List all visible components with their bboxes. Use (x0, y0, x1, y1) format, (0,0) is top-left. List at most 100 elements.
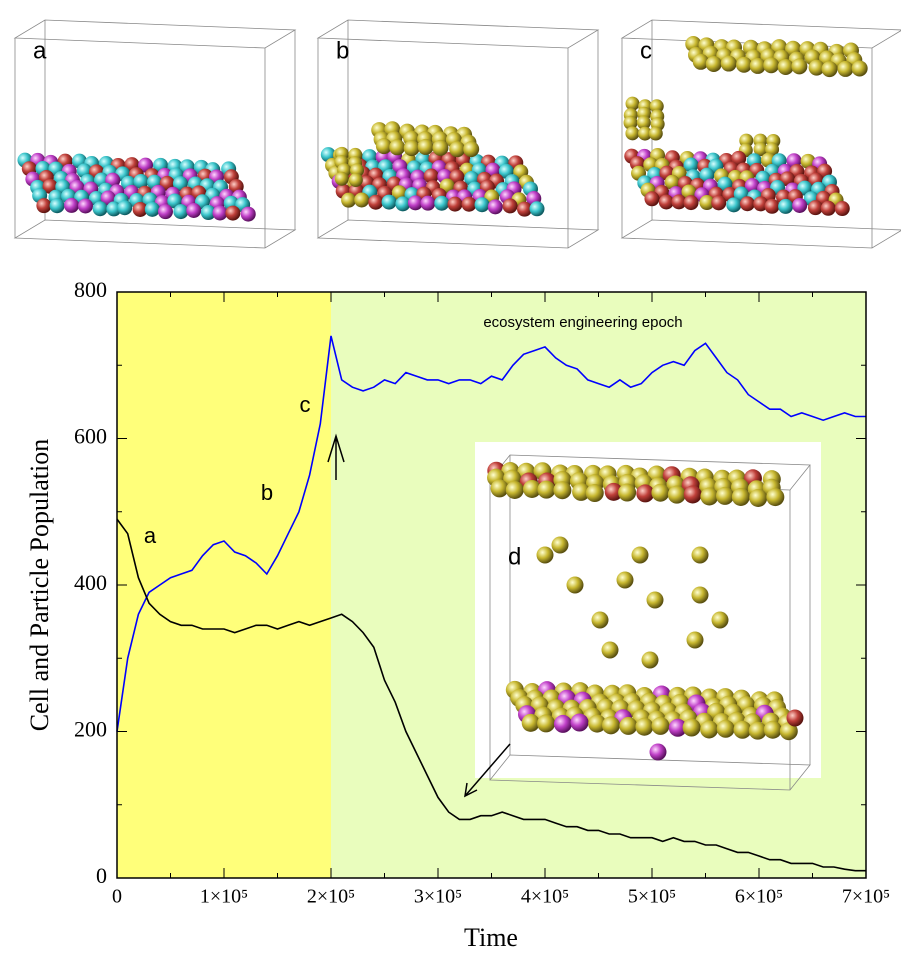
y-tick-label: 800 (74, 277, 107, 302)
sphere (736, 56, 753, 73)
annotation: c (300, 392, 311, 417)
sphere (807, 200, 823, 216)
sphere (521, 713, 540, 732)
sphere (753, 142, 768, 157)
sphere (625, 126, 640, 141)
sphere (711, 195, 727, 211)
sphere (731, 487, 750, 506)
sphere (536, 546, 554, 564)
sphere (637, 126, 652, 141)
sphere (212, 205, 228, 221)
panel-label: d (508, 543, 521, 570)
sphere (92, 201, 108, 217)
sphere (700, 720, 719, 739)
inset-panel: b (316, 19, 600, 249)
sphere (763, 57, 780, 74)
sphere (420, 195, 436, 211)
sphere (646, 591, 664, 609)
plot: 0 200 400 600 800 0 1×10⁵ 2×10⁵ 3×10⁵ 4×10⁵ 5×10⁵ 6… (74, 277, 890, 908)
sphere (739, 196, 755, 212)
sphere (744, 178, 760, 194)
sphere (572, 482, 591, 501)
sphere (686, 631, 704, 649)
sphere (537, 480, 556, 499)
sphere (691, 546, 709, 564)
sphere (375, 138, 392, 155)
sphere (432, 139, 449, 156)
sphere (334, 171, 349, 186)
sphere (851, 60, 868, 77)
sphere (132, 201, 148, 217)
sphere (777, 58, 794, 75)
sphere (537, 714, 556, 733)
sphere (636, 115, 651, 130)
sphere (200, 205, 216, 221)
y-tick-label: 200 (74, 717, 107, 742)
sphere (648, 126, 663, 141)
sphere (517, 201, 533, 217)
sphere (820, 200, 836, 216)
sphere (837, 60, 854, 77)
sphere (699, 195, 715, 211)
sphere (691, 586, 709, 604)
sphere (748, 721, 767, 740)
sphere (778, 198, 794, 214)
sphere (423, 168, 439, 184)
sphere (64, 197, 80, 213)
sphere (490, 479, 509, 498)
panel-label: b (336, 37, 349, 64)
sphere (553, 481, 572, 500)
sphere (716, 719, 735, 738)
sphere (715, 486, 734, 505)
sphere (786, 709, 804, 727)
sphere (649, 743, 667, 761)
box-edge (316, 219, 600, 249)
sphere (731, 150, 747, 166)
series-line (116, 518, 866, 872)
sphere (779, 722, 798, 741)
x-tick-label: 2×10⁵ (307, 886, 355, 908)
sphere (553, 714, 572, 733)
sphere (641, 651, 659, 669)
y-tick-label: 400 (74, 570, 107, 595)
sphere (77, 198, 93, 214)
sphere (487, 199, 503, 215)
sphere (683, 157, 699, 173)
annotation: ecosystem engineering epoch (483, 314, 682, 331)
sphere (792, 197, 808, 213)
sphere (749, 57, 766, 74)
sphere (635, 717, 654, 736)
sphere (766, 488, 785, 507)
sphere (403, 140, 420, 157)
inset-panel: a (13, 19, 297, 249)
sphere (381, 194, 397, 210)
sphere (240, 206, 256, 222)
box-edge (316, 19, 600, 49)
sphere (791, 58, 808, 75)
y-axis-label: Cell and Particle Population (25, 439, 54, 731)
sphere (157, 204, 173, 220)
sphere (800, 153, 816, 169)
sphere (417, 138, 434, 155)
sphere (651, 483, 670, 502)
sphere (631, 546, 649, 564)
sphere (671, 194, 687, 210)
box-edge (13, 19, 297, 49)
sphere (834, 201, 850, 217)
sphere (604, 482, 623, 501)
sphere (389, 139, 406, 156)
sphere (461, 196, 477, 212)
sphere (395, 196, 411, 212)
sphere (551, 536, 569, 554)
sphere (667, 485, 686, 504)
sphere (720, 55, 737, 72)
plot-frame (116, 291, 867, 879)
sphere (619, 716, 638, 735)
sphere (664, 174, 680, 190)
sphere (173, 204, 189, 220)
sphere (522, 479, 541, 498)
arrow (327, 433, 345, 480)
sphere (618, 483, 637, 502)
series-line (116, 335, 866, 732)
sphere (407, 195, 423, 211)
